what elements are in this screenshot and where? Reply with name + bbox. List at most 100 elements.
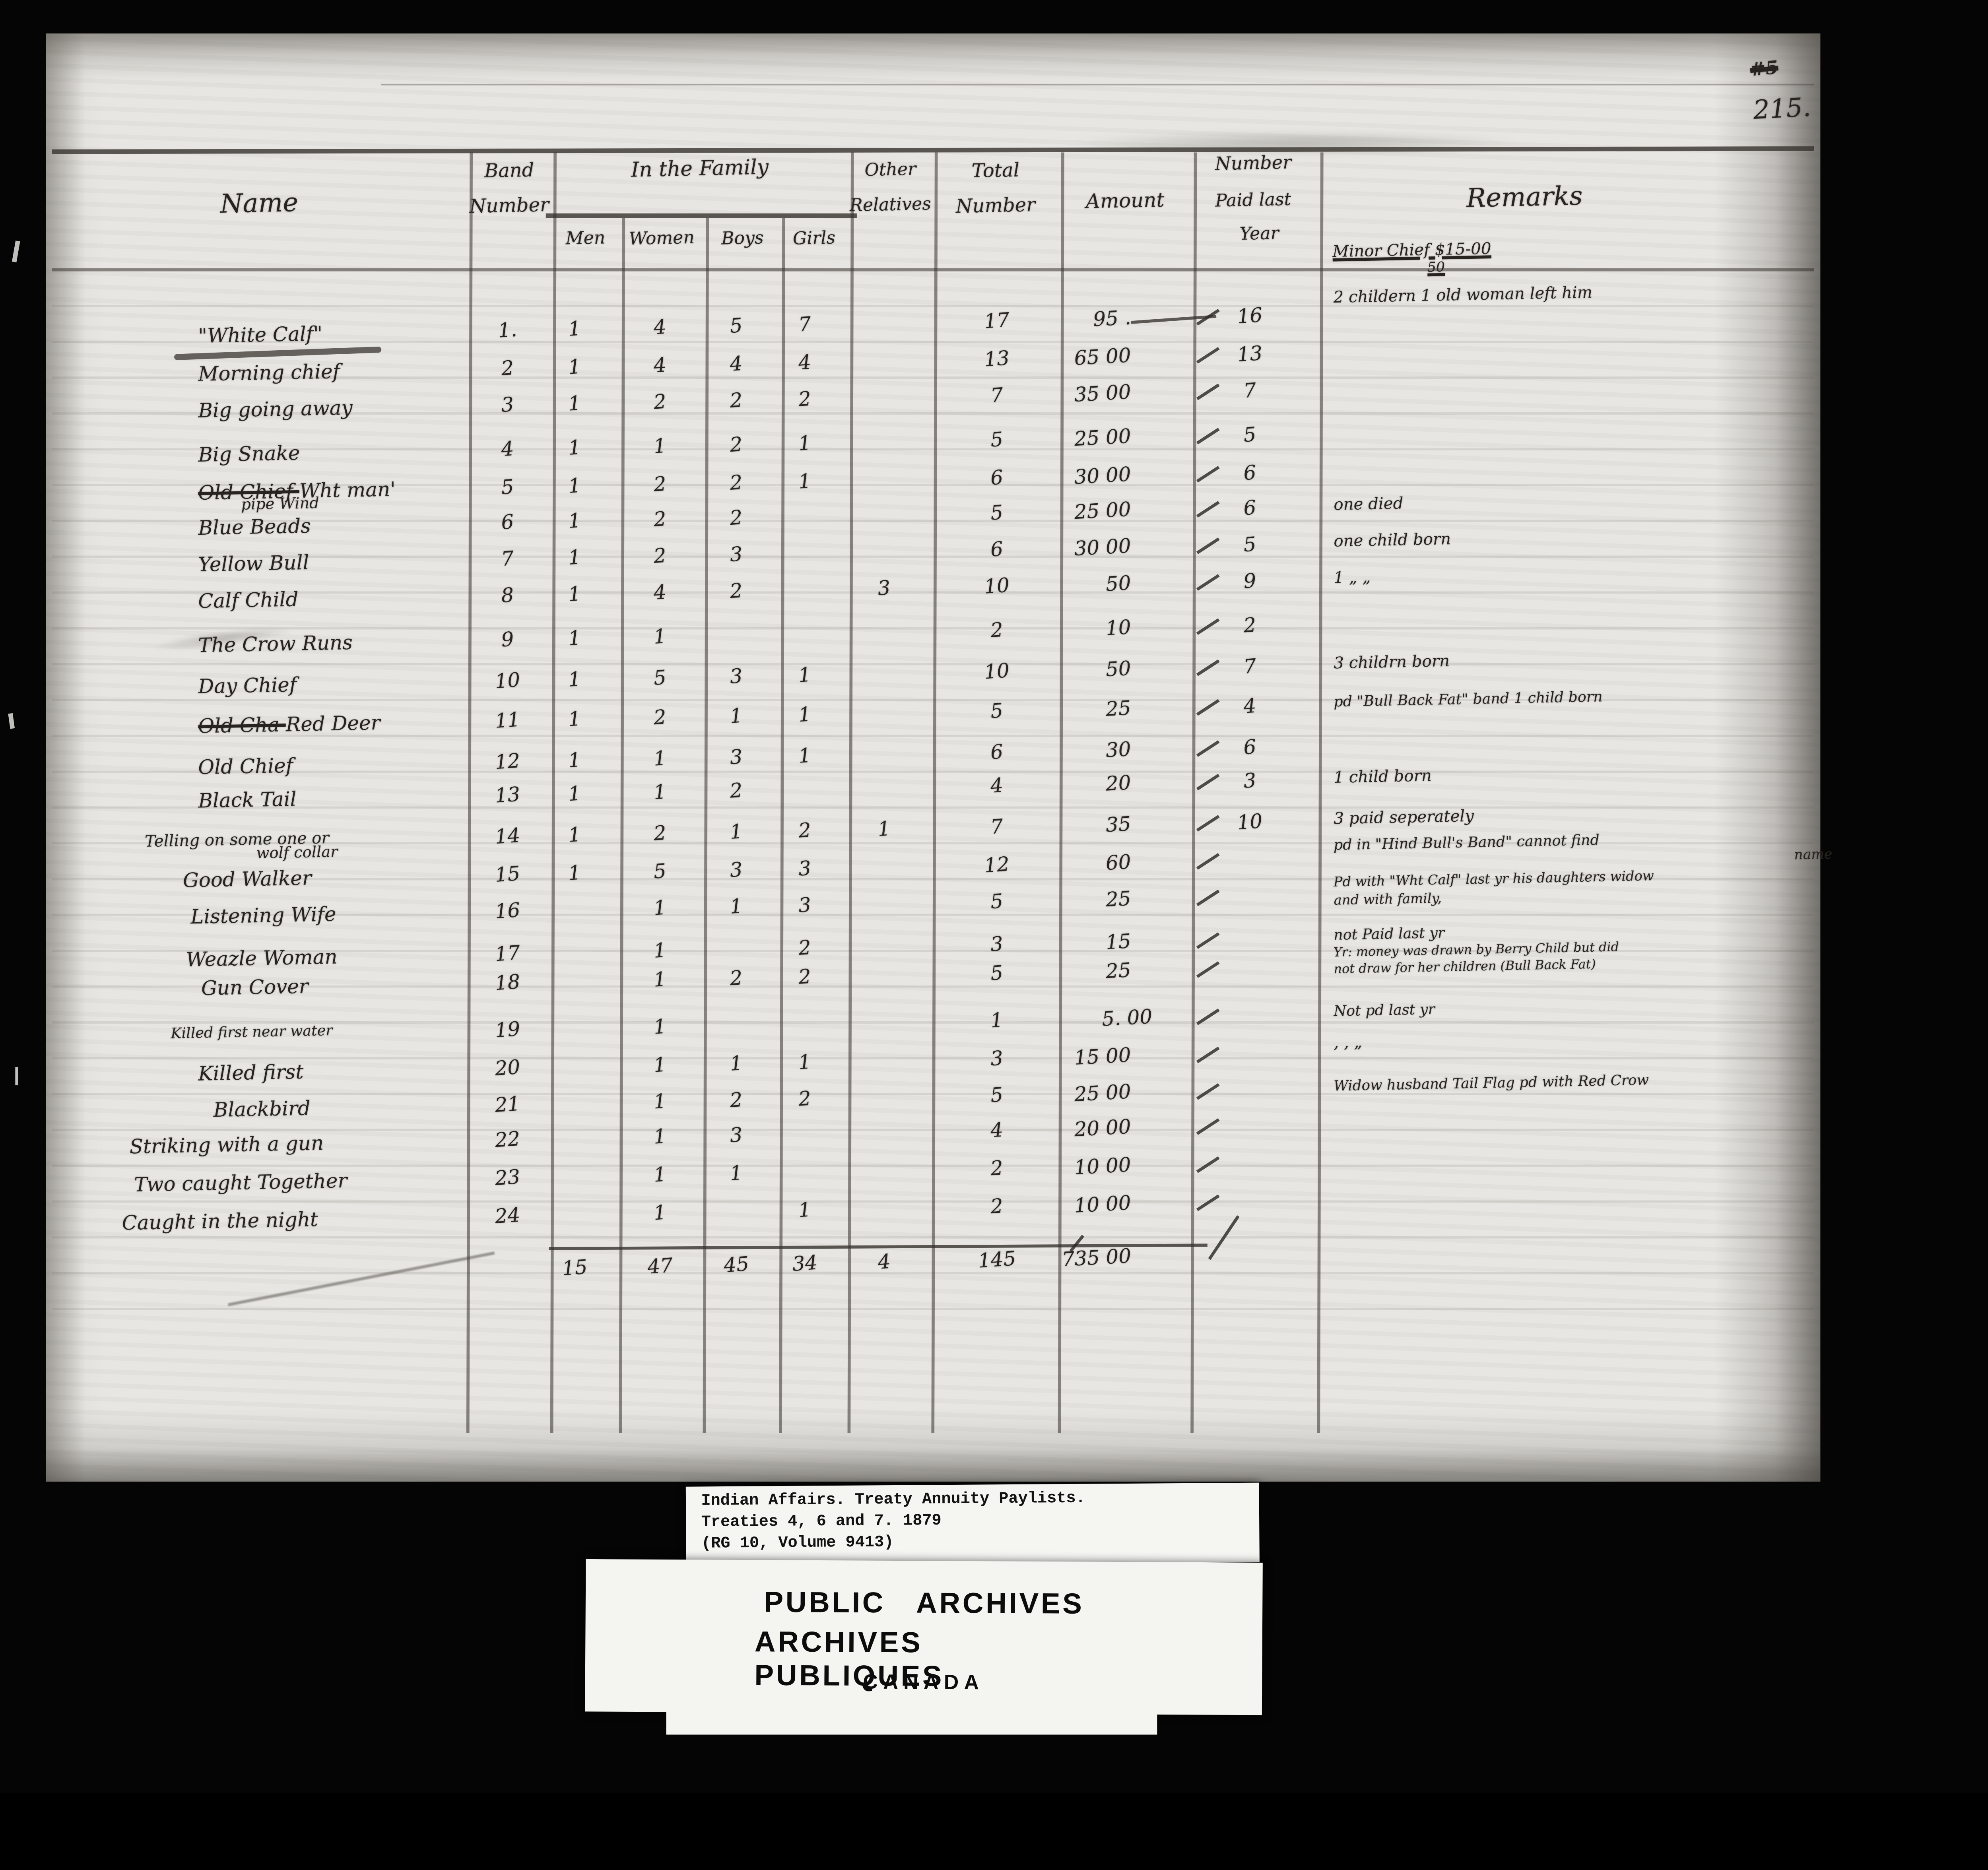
total-cell: 5: [990, 429, 1004, 453]
men-cell: 1: [567, 862, 582, 887]
public-archives-stamp: PUBLIC ARCHIVES ARCHIVES PUBLIQUES CANAD…: [585, 1559, 1263, 1715]
name-subtext: pipe Wind: [241, 496, 320, 514]
name-subtext: wolf collar: [256, 844, 338, 863]
caption-line-3: (RG 10, Volume 9413): [701, 1534, 894, 1554]
remark-cell: one child born: [1333, 530, 1451, 551]
boys-cell: 3: [729, 665, 744, 690]
stamp-card-tab: [666, 1710, 1157, 1735]
band-cell: 24: [494, 1205, 521, 1230]
name-cell: Killed first near water: [170, 1023, 333, 1043]
women-cell: 1: [653, 748, 667, 772]
amount-cell: 20 00: [1074, 1116, 1132, 1143]
women-cell: 2: [653, 391, 667, 415]
total-cell: 12: [983, 854, 1010, 879]
women-cell: 1: [653, 435, 667, 460]
total-other: 4: [877, 1251, 892, 1275]
girls-cell: 2: [798, 388, 812, 412]
paid-cell: 16: [1236, 305, 1264, 330]
women-cell: 1: [653, 969, 667, 993]
men-cell: 1: [567, 318, 582, 342]
remark-cell: Not pd last yr: [1333, 1002, 1435, 1021]
remark-cell: 3 paid seperately: [1333, 807, 1474, 828]
name-cell: Old Chief: [198, 755, 293, 780]
other-cell: 3: [877, 577, 891, 601]
boys-cell: 2: [729, 967, 744, 991]
paid-cell: 10: [1236, 811, 1264, 836]
name-cell: Caught in the night: [122, 1209, 318, 1236]
men-cell: 1: [567, 749, 582, 774]
boys-cell: 1: [729, 705, 744, 729]
boys-cell: 2: [729, 434, 744, 458]
girls-cell: 1: [798, 1199, 812, 1223]
women-cell: 2: [653, 545, 667, 569]
band-cell: 13: [494, 784, 521, 809]
girls-cell: 2: [798, 820, 812, 844]
archive-caption-card: Indian Affairs. Treaty Annuity Paylists.…: [685, 1482, 1260, 1566]
band-cell: 19: [494, 1018, 521, 1044]
name-cell: Old Cha Red Deer: [198, 712, 381, 739]
name-cell: Gun Cover: [201, 976, 309, 1001]
boys-cell: 2: [729, 1089, 744, 1113]
remark-cell: ‚ ‚ „: [1333, 1034, 1363, 1053]
total-cell: 1: [990, 1010, 1004, 1034]
amount-cell: 25 00: [1074, 426, 1132, 452]
amount-cell: 10 00: [1074, 1154, 1132, 1181]
band-cell: 14: [494, 825, 521, 850]
girls-cell: 1: [798, 433, 812, 457]
name-cell: Blue Beads: [198, 516, 311, 541]
amount-cell: 50: [1105, 572, 1132, 597]
family-underline: [546, 213, 857, 217]
col-header-paid-1: Number: [1215, 151, 1292, 175]
col-header-amount: Amount: [1085, 190, 1165, 214]
col-header-paid-3: Year: [1239, 222, 1279, 244]
col-header-total-1: Total: [971, 158, 1020, 182]
girls-cell: 1: [798, 1051, 812, 1075]
col-header-name: Name: [219, 188, 299, 221]
band-cell: 10: [494, 669, 521, 694]
band-cell: 16: [494, 900, 521, 925]
boys-cell: 1: [729, 896, 744, 920]
col-header-band-1: Band: [484, 158, 534, 182]
microfilm-frame: #5 215. Name Band Number In the Family M…: [8, 33, 1833, 1735]
remark-cell: one died: [1333, 495, 1404, 515]
band-cell: 6: [500, 511, 515, 535]
amount-cell: 30: [1105, 739, 1132, 763]
remark-cell: 50: [1427, 261, 1445, 277]
name-cell: Two caught Together: [134, 1170, 348, 1198]
name-cell: Weazle Woman: [186, 947, 338, 973]
amount-cell: 20: [1105, 772, 1132, 797]
men-cell: 1: [567, 627, 582, 652]
name-cell: Killed first: [198, 1061, 304, 1087]
total-cell: 5: [990, 700, 1004, 724]
total-women: 47: [646, 1255, 674, 1280]
band-cell: 18: [494, 971, 521, 996]
col-header-girls: Girls: [792, 227, 836, 249]
total-girls: 34: [792, 1252, 819, 1277]
women-cell: 2: [653, 473, 667, 498]
name-cell: Morning chief: [198, 361, 340, 387]
total-cell: 2: [990, 1195, 1004, 1220]
caption-line-2: Treaties 4, 6 and 7. 1879: [701, 1512, 942, 1532]
total-cell: 3: [990, 1048, 1004, 1072]
boys-cell: 2: [729, 390, 744, 414]
amount-cell: 60: [1105, 852, 1132, 876]
paid-cell: 5: [1242, 534, 1257, 558]
paid-cell: 6: [1242, 462, 1257, 486]
col-header-family-group: In the Family: [631, 155, 769, 183]
women-cell: 1: [653, 626, 667, 650]
stamp-line-1: PUBLIC ARCHIVES: [764, 1587, 1084, 1622]
men-cell: 1: [567, 475, 582, 499]
paid-cell: 4: [1242, 695, 1257, 720]
total-cell: 4: [990, 775, 1004, 799]
band-cell: 11: [494, 709, 521, 734]
men-cell: 1: [567, 510, 582, 534]
name-cell: "White Calf": [198, 323, 323, 349]
boys-cell: 4: [729, 353, 744, 377]
amount-cell: 10: [1105, 617, 1132, 641]
total-cell: 5: [990, 891, 1004, 915]
women-cell: 1: [653, 781, 667, 805]
name-cell: Yellow Bull: [198, 552, 310, 578]
women-cell: 1: [653, 897, 667, 921]
band-cell: 8: [500, 584, 515, 609]
women-cell: 4: [653, 316, 667, 341]
